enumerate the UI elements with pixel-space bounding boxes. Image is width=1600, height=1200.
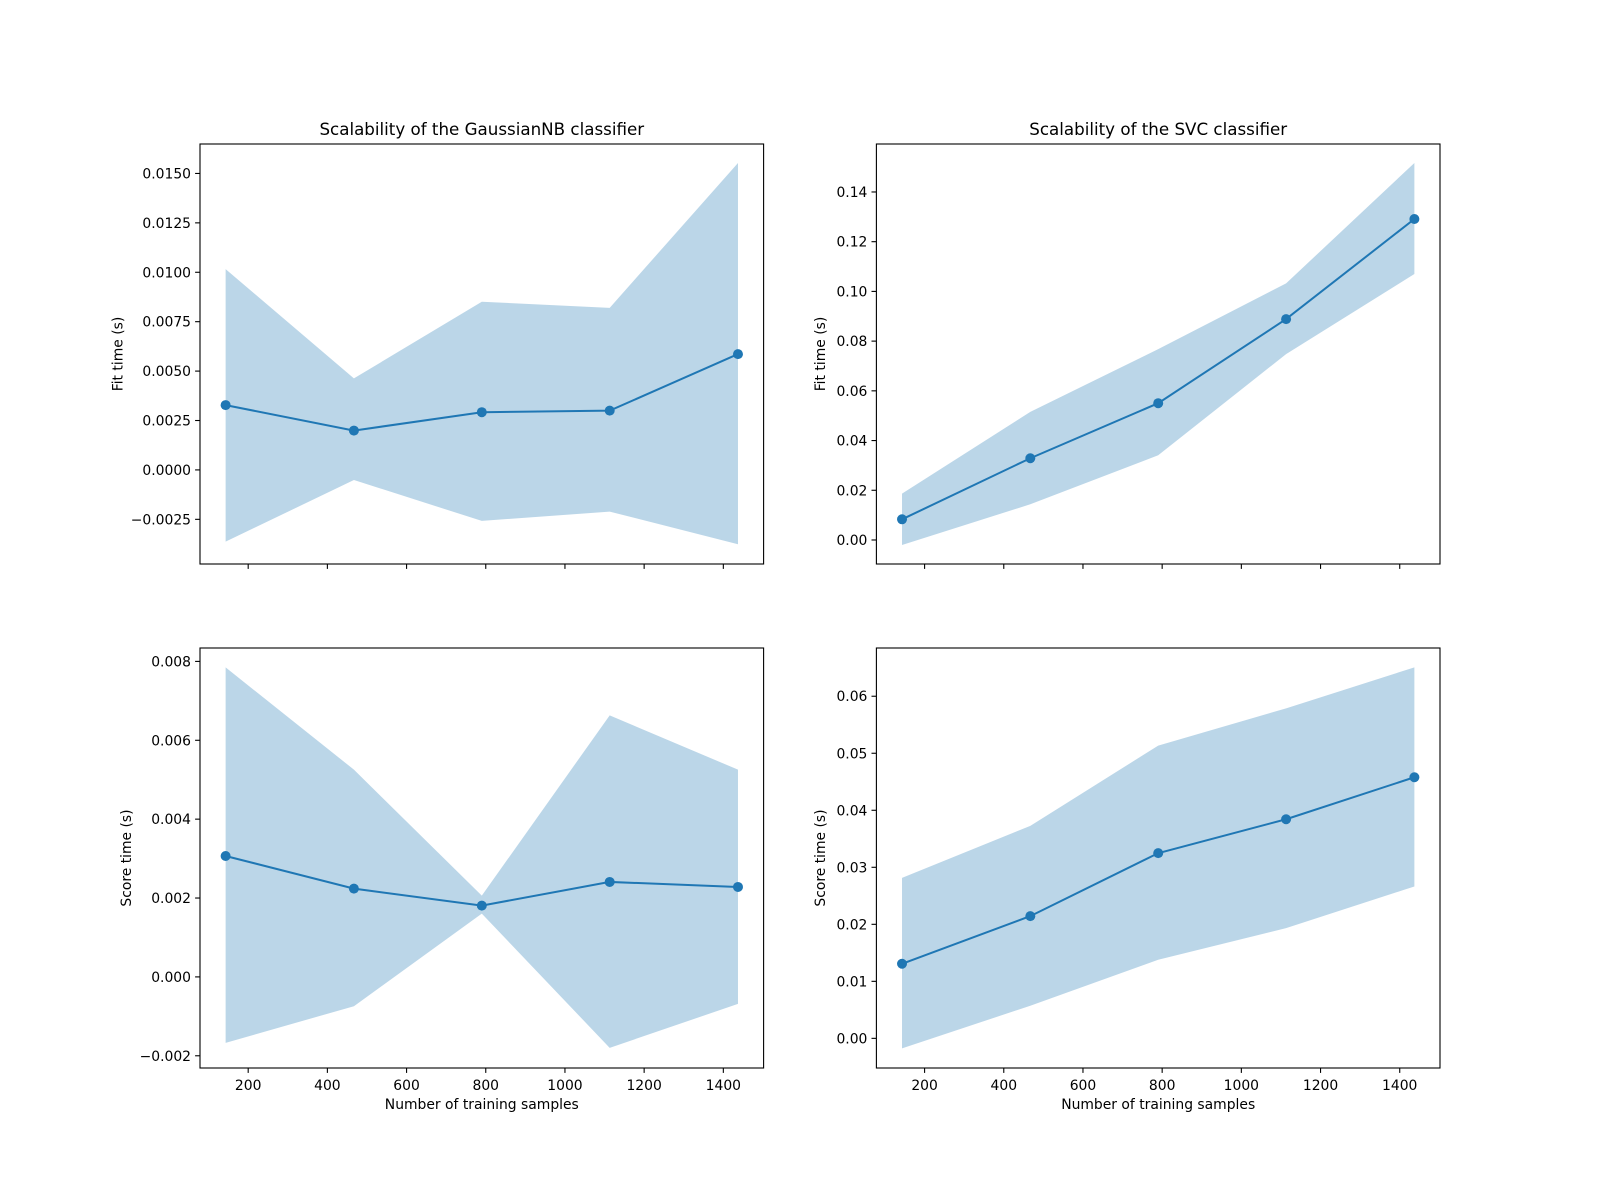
y-tick-label: 0.06 <box>836 689 867 705</box>
x-tick-label: 1200 <box>626 1078 661 1094</box>
x-tick-label: 1400 <box>1382 1078 1417 1094</box>
x-tick-label: 400 <box>314 1078 341 1094</box>
data-point <box>1281 814 1292 825</box>
y-tick-label: 0.12 <box>836 235 867 251</box>
x-axis-label: Number of training samples <box>385 1097 579 1113</box>
data-point <box>1025 911 1036 922</box>
data-point <box>897 514 908 525</box>
y-tick-label: 0.03 <box>836 860 867 876</box>
data-point <box>348 425 359 436</box>
data-point <box>348 883 359 894</box>
data-point <box>604 405 615 416</box>
x-tick-label: 200 <box>911 1078 938 1094</box>
y-tick-label: 0.0075 <box>142 315 191 331</box>
subplot-svc-fit: 0.00 0.02 0.04 0.06 0.08 0.10 0.12 0.14 Scalabil… <box>813 119 1441 569</box>
y-tick-label: 0.04 <box>836 434 867 450</box>
y-tick-label: 0.01 <box>836 974 867 990</box>
x-tick-label: 200 <box>235 1078 262 1094</box>
data-point <box>1025 453 1036 464</box>
x-tick-label: 1200 <box>1303 1078 1338 1094</box>
data-point <box>1153 398 1164 409</box>
subplot-svc-score: 200 400 600 800 1000 1200 1400 0.00 0.01 0.02 0.03… <box>813 647 1441 1113</box>
axes-frame <box>199 647 765 1069</box>
data-point <box>476 407 487 418</box>
x-axis-label: Number of training samples <box>1061 1097 1255 1113</box>
y-tick-label: 0.14 <box>836 185 867 201</box>
data-point <box>732 349 743 360</box>
x-tick-label: 600 <box>1070 1078 1097 1094</box>
y-axis-label: Fit time (s) <box>813 317 829 392</box>
y-tick-label: 0.0100 <box>142 265 191 281</box>
data-point <box>1409 772 1420 783</box>
subplot-grid: −0.0025 0.0000 0.0025 0.0050 0.0075 0.0100 0.0… <box>110 119 1441 1113</box>
y-axis-label: Score time (s) <box>813 809 829 906</box>
y-tick-label: 0.0000 <box>142 463 191 479</box>
y-tick-label: −0.002 <box>140 1049 191 1065</box>
data-point <box>476 900 487 911</box>
y-tick-label: 0.02 <box>836 483 867 499</box>
data-point <box>897 958 908 969</box>
y-axis-label: Fit time (s) <box>110 317 126 392</box>
y-tick-label: 0.06 <box>836 384 867 400</box>
y-tick-label: 0.04 <box>836 803 867 819</box>
y-tick-label: 0.004 <box>151 812 191 828</box>
y-tick-label: 0.02 <box>836 917 867 933</box>
y-tick-label: −0.0025 <box>131 512 191 528</box>
y-tick-label: 0.0125 <box>142 216 191 232</box>
subplot-gnb-score: 200 400 600 800 1000 1200 1400 −0.002 0.000 0.002… <box>119 647 765 1113</box>
y-tick-label: 0.10 <box>836 284 867 300</box>
x-tick-label: 600 <box>393 1078 420 1094</box>
axes-frame <box>875 647 1441 1069</box>
x-tick-label: 800 <box>1149 1078 1176 1094</box>
y-tick-label: 0.08 <box>836 334 867 350</box>
y-tick-label: 0.00 <box>836 1031 867 1047</box>
plot-area <box>897 667 1420 1049</box>
data-point <box>1281 314 1292 325</box>
data-point <box>220 850 231 861</box>
std-band <box>225 667 738 1048</box>
data-point <box>732 881 743 892</box>
axes-frame <box>199 143 765 565</box>
y-tick-label: 0.008 <box>151 654 191 670</box>
data-point <box>1153 848 1164 859</box>
plot-area <box>220 162 743 545</box>
std-band <box>902 162 1415 545</box>
subplot-title: Scalability of the SVC classifier <box>1029 119 1287 139</box>
axes-frame <box>875 143 1441 565</box>
y-tick-label: 0.0150 <box>142 166 191 182</box>
x-tick-label: 400 <box>991 1078 1018 1094</box>
y-tick-label: 0.0025 <box>142 414 191 430</box>
y-tick-label: 0.006 <box>151 733 191 749</box>
subplot-gnb-fit: −0.0025 0.0000 0.0025 0.0050 0.0075 0.0100 0.0… <box>110 119 765 569</box>
x-tick-label: 1000 <box>547 1078 582 1094</box>
y-tick-label: 0.00 <box>836 533 867 549</box>
y-tick-label: 0.0050 <box>142 364 191 380</box>
x-tick-label: 1400 <box>706 1078 741 1094</box>
subplot-title: Scalability of the GaussianNB classifier <box>319 119 644 139</box>
data-point <box>1409 214 1420 224</box>
data-point <box>220 400 231 411</box>
y-tick-label: 0.000 <box>151 970 191 986</box>
plot-area <box>220 667 743 1048</box>
y-tick-label: 0.002 <box>151 891 191 907</box>
data-point <box>604 876 615 887</box>
plot-area <box>897 162 1420 545</box>
x-tick-label: 1000 <box>1224 1078 1259 1094</box>
y-axis-label: Score time (s) <box>119 809 135 906</box>
x-tick-label: 800 <box>473 1078 500 1094</box>
y-tick-label: 0.05 <box>836 746 867 762</box>
std-band <box>225 162 738 545</box>
